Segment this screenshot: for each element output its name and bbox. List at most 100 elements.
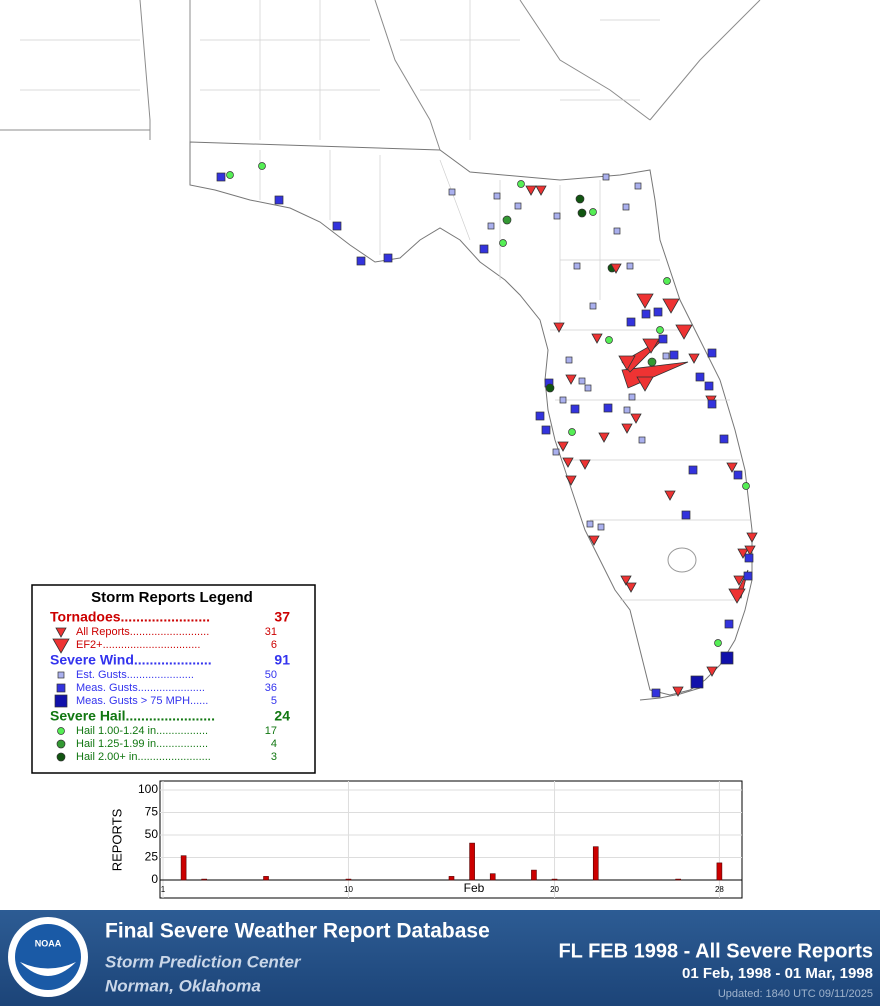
wind-meas-marker <box>719 434 729 444</box>
wind-est-marker <box>514 202 522 210</box>
wind-est-marker <box>553 212 561 220</box>
footer-title: Final Severe Weather Report Database <box>105 920 490 943</box>
tornado-ef2-marker <box>675 324 693 340</box>
legend-item-label: All Reports.......................... <box>76 626 209 638</box>
wind-est-marker <box>638 436 646 444</box>
tornado-marker <box>55 627 67 638</box>
tornado-marker <box>610 263 622 274</box>
x-tick-label: 1 <box>161 885 166 894</box>
logo-gull <box>20 962 76 976</box>
wind-meas-marker <box>356 256 366 266</box>
tornado-marker <box>733 575 745 586</box>
keys <box>639 687 701 701</box>
x-tick-label: 28 <box>715 885 724 894</box>
florida <box>189 141 753 696</box>
tornado-marker <box>664 490 676 501</box>
legend-group-count: 24 <box>274 708 290 724</box>
legend-box <box>31 584 316 774</box>
tornado-marker <box>525 185 537 196</box>
wind-est-marker <box>565 356 573 364</box>
footer: NOAA Final Severe Weather Report Databas… <box>0 910 880 1006</box>
wind-est-marker <box>573 262 581 270</box>
hail-marker <box>656 326 664 334</box>
footer-band <box>0 910 880 1006</box>
wind-meas-marker <box>626 317 636 327</box>
wind-meas-marker <box>743 571 753 581</box>
x-tick-label: 20 <box>550 885 559 894</box>
bar <box>263 876 269 881</box>
wind-meas-marker <box>570 404 580 414</box>
bar <box>531 869 537 881</box>
wind-meas-marker <box>651 688 661 698</box>
footer-place: Norman, Oklahoma <box>105 976 261 995</box>
wind-meas-marker <box>216 172 226 182</box>
tornado-marker <box>744 545 756 556</box>
hail-marker <box>575 194 585 204</box>
footer-org: Storm Prediction Center <box>105 952 302 971</box>
wind-est-marker <box>487 222 495 230</box>
tornado-marker <box>630 413 642 424</box>
bar <box>345 878 352 881</box>
wind-meas-marker <box>332 221 342 231</box>
wind-meas-marker <box>641 309 651 319</box>
legend-item-count: 3 <box>271 751 277 763</box>
hail-marker <box>57 727 65 735</box>
hail-marker <box>545 383 555 393</box>
wind-est-marker <box>623 406 631 414</box>
legend-title: Storm Reports Legend <box>91 589 253 606</box>
legend-item-count: 6 <box>271 639 277 651</box>
hail-marker <box>568 428 576 436</box>
report-chart: REPORTS 0 25 50 75 100 1 10 20 28 Feb <box>109 780 743 899</box>
hail-marker <box>499 239 507 247</box>
tornado-track <box>621 361 689 389</box>
y-tick-label: 0 <box>151 872 158 886</box>
y-tick-label: 25 <box>145 850 159 864</box>
wind-est-marker <box>448 188 456 196</box>
tornado-marker <box>746 532 758 543</box>
wind-est-marker <box>613 227 621 235</box>
wind-meas-marker <box>695 372 705 382</box>
tornado-marker <box>565 374 577 385</box>
tornado-marker <box>672 686 684 697</box>
tornado-marker <box>598 432 610 443</box>
wind-est-marker <box>634 182 642 190</box>
wind-meas-marker <box>707 348 717 358</box>
hail-marker <box>647 357 657 367</box>
legend-item-count: 31 <box>265 626 277 638</box>
wind-est-marker <box>493 192 501 200</box>
hail-marker <box>577 208 587 218</box>
lake <box>667 547 697 573</box>
tornado-marker <box>621 423 633 434</box>
wind-meas-marker <box>653 307 663 317</box>
y-tick-label: 100 <box>138 782 158 796</box>
bar <box>448 876 455 881</box>
wind-75-marker <box>690 675 704 689</box>
wind-est-marker <box>578 377 586 385</box>
tornado-ef2-marker <box>642 338 660 354</box>
hail-marker <box>589 208 597 216</box>
wind-est-marker <box>589 302 597 310</box>
tornado-marker <box>737 548 749 559</box>
state-borders <box>0 0 761 151</box>
tornado-marker <box>620 575 632 586</box>
tornado-ef2-marker <box>662 298 680 314</box>
tornado-marker <box>579 459 591 470</box>
county-lines <box>20 0 660 140</box>
wind-meas-marker <box>658 334 668 344</box>
legend-item-label: EF2+................................ <box>76 639 200 651</box>
tornado-marker <box>557 441 569 452</box>
hail-marker <box>605 336 613 344</box>
tornado-marker <box>726 462 738 473</box>
hail-marker <box>226 171 234 179</box>
logo-text: NOAA <box>35 938 62 948</box>
wind-meas-marker <box>669 350 679 360</box>
footer-updated: Updated: 1840 UTC 09/11/2025 <box>718 988 873 1000</box>
legend-item-label: Hail 1.25-1.99 in................. <box>76 738 208 750</box>
wind-est-marker <box>597 523 605 531</box>
wind-meas-marker <box>383 253 393 263</box>
hail-marker <box>714 639 722 647</box>
tornado-marker <box>535 185 547 196</box>
hail-marker <box>502 215 512 225</box>
tornado-ef2-marker <box>636 293 654 309</box>
hail-marker <box>742 482 750 490</box>
